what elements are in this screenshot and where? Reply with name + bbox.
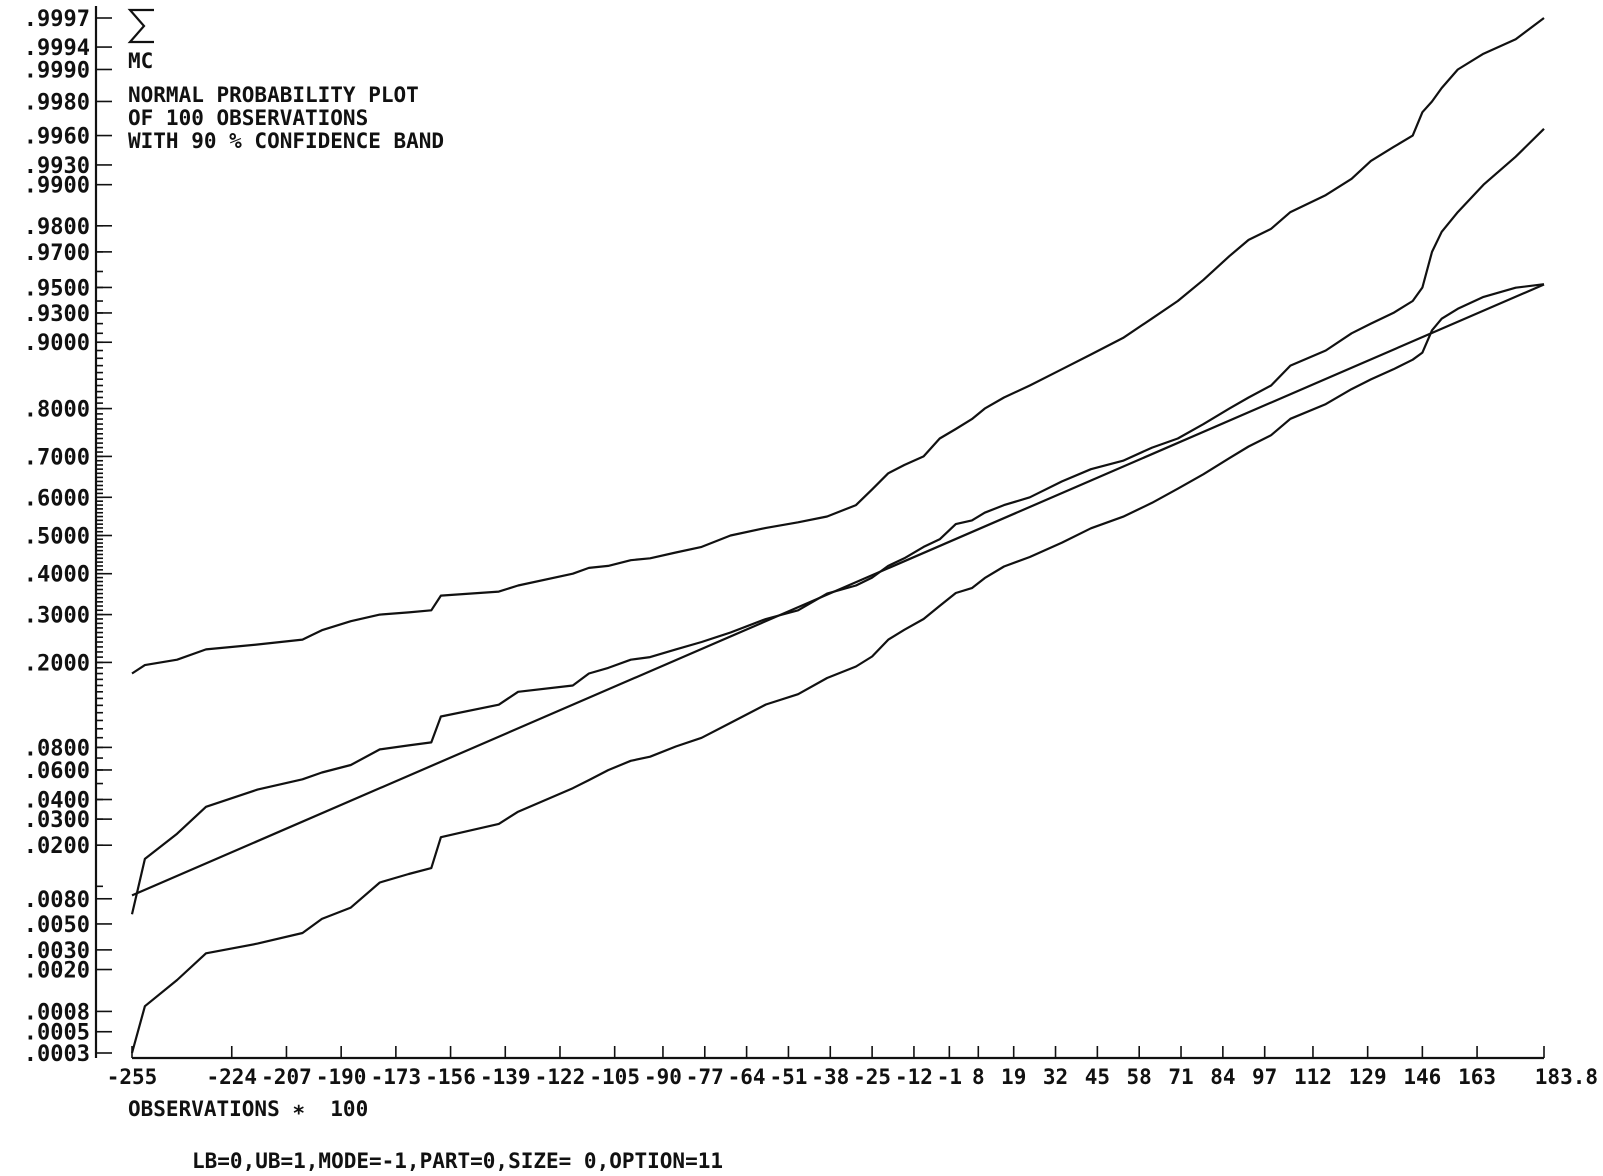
series-empirical-cdf (130, 128, 1545, 915)
x-tick-label: 58 (1127, 1065, 1152, 1089)
y-tick-label: .4000 (24, 563, 90, 588)
y-tick-label: .2000 (24, 651, 90, 676)
y-tick-label: .9700 (24, 241, 90, 266)
x-tick-label: 45 (1085, 1065, 1110, 1089)
x-tick-label: -255 (107, 1065, 158, 1089)
x-tick-label: 129 (1349, 1065, 1387, 1089)
x-tick-label: -207 (261, 1065, 312, 1089)
x-tick-label: 8 (972, 1065, 985, 1089)
y-axis-ticks: .9997 .9994.9990 .9980 .9960 .9930.9900 .9800… (24, 7, 112, 1067)
sigma-logo: MC (127, 8, 154, 73)
y-tick-label: .9980 (24, 90, 90, 115)
y-tick-label: .9800 (24, 215, 90, 240)
y-tick-label: .7000 (24, 445, 90, 470)
x-tick-label: -1 (937, 1065, 962, 1089)
x-tick-label: 163 (1458, 1065, 1496, 1089)
y-tick-label: .0020 (24, 959, 90, 984)
y-tick-label: .8000 (24, 398, 90, 423)
y-tick-label: .0300 (24, 808, 90, 833)
sigma-icon (127, 8, 154, 44)
chart-title: NORMAL PROBABILITY PLOT OF 100 OBSERVATI… (128, 83, 444, 153)
x-tick-label: -122 (535, 1065, 586, 1089)
series-lower-confidence-band (130, 283, 1545, 1054)
y-tick-label: .0003 (24, 1042, 90, 1067)
y-tick-label: .9000 (24, 331, 90, 356)
title-line-3: WITH 90 % CONFIDENCE BAND (128, 129, 444, 153)
y-tick-label: .0005 (24, 1021, 90, 1046)
x-axis-label: OBSERVATIONS ∗ 100 (128, 1097, 368, 1121)
x-tick-label: 71 (1168, 1065, 1193, 1089)
y-tick-label: .9997 (24, 7, 90, 32)
x-tick-label: -139 (480, 1065, 531, 1089)
y-tick-label: .0050 (24, 913, 90, 938)
y-tick-label: .9300 (24, 302, 90, 327)
logo-label: MC (128, 49, 153, 73)
x-tick-label: 146 (1403, 1065, 1441, 1089)
title-line-1: NORMAL PROBABILITY PLOT (128, 83, 419, 107)
y-tick-label: .0800 (24, 736, 90, 761)
y-tick-label: .0008 (24, 1000, 90, 1025)
x-tick-label: -38 (811, 1065, 849, 1089)
title-line-2: OF 100 OBSERVATIONS (128, 106, 368, 130)
plot-series (130, 17, 1545, 1054)
x-tick-label: -190 (316, 1065, 367, 1089)
x-tick-label: -77 (686, 1065, 724, 1089)
y-tick-label: .9900 (24, 174, 90, 199)
series-upper-confidence-band (131, 17, 1545, 675)
x-tick-label: -12 (895, 1065, 933, 1089)
y-tick-label: .6000 (24, 486, 90, 511)
y-tick-label: .0600 (24, 759, 90, 784)
y-tick-label: .0080 (24, 888, 90, 913)
x-tick-label: 32 (1043, 1065, 1068, 1089)
x-tick-label: 112 (1294, 1065, 1332, 1089)
x-tick-label: -64 (728, 1065, 766, 1089)
x-tick-label: -156 (425, 1065, 476, 1089)
y-tick-label: .3000 (24, 604, 90, 629)
y-tick-label: .9930 (24, 154, 90, 179)
plot-options-footer: LB=0,UB=1,MODE=-1,PART=0,SIZE= 0,OPTION=… (192, 1149, 723, 1173)
x-tick-label: 183.8 (1535, 1065, 1598, 1089)
x-axis-ticks: -255 -224 -207 -190 -173 -156 -139 -122 -105 -90-… (107, 1046, 1598, 1089)
x-tick-label: 19 (1001, 1065, 1026, 1089)
y-tick-label: .0030 (24, 939, 90, 964)
x-tick-label: -25 (853, 1065, 891, 1089)
x-tick-label: -173 (371, 1065, 422, 1089)
y-tick-label: .9990 (24, 58, 90, 83)
y-tick-label: .0200 (24, 834, 90, 859)
x-tick-label: -51 (769, 1065, 807, 1089)
y-tick-label: .0400 (24, 789, 90, 814)
x-tick-label: -105 (589, 1065, 640, 1089)
y-tick-label: .9960 (24, 125, 90, 150)
y-tick-label: .5000 (24, 525, 90, 550)
x-tick-label: 84 (1210, 1065, 1235, 1089)
y-tick-label: .9994 (24, 36, 90, 61)
x-tick-label: 97 (1252, 1065, 1277, 1089)
x-tick-label: -224 (206, 1065, 257, 1089)
x-tick-label: -90 (644, 1065, 682, 1089)
y-tick-label: .9500 (24, 276, 90, 301)
